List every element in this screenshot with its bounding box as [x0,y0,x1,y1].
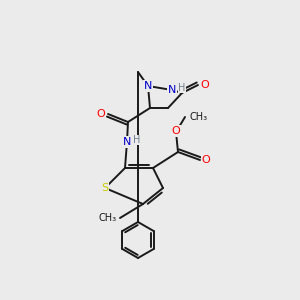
Text: O: O [202,155,210,165]
Text: O: O [201,80,209,90]
Text: CH₃: CH₃ [189,112,207,122]
Text: N: N [144,81,152,91]
Text: N: N [168,85,176,95]
Text: O: O [172,126,180,136]
Text: H: H [178,83,186,93]
Text: CH₃: CH₃ [99,213,117,223]
Text: H: H [133,135,141,145]
Text: O: O [97,109,105,119]
Text: S: S [101,183,109,193]
Text: N: N [123,137,131,147]
